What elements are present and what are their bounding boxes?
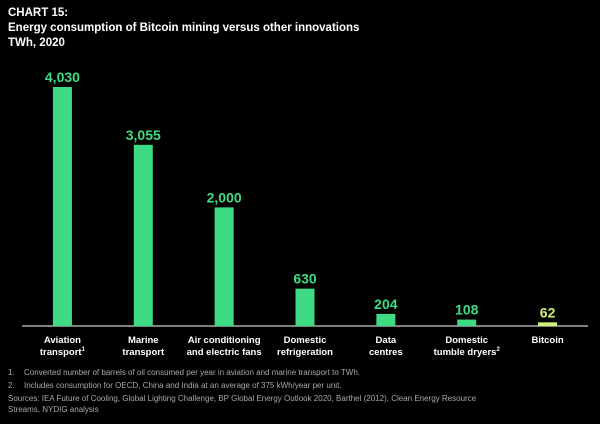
value-label-3: 630 (293, 271, 317, 287)
value-label-5: 108 (455, 302, 479, 318)
category-label-3: Domestic refrigeration (277, 335, 333, 358)
category-label-2: Air conditioning and electric fans (187, 335, 262, 358)
value-label-4: 204 (374, 296, 398, 312)
category-label-4: Data centres (369, 335, 403, 358)
footnote-2: 2. Includes consumption for OECD, China a… (8, 380, 342, 391)
bar-5 (457, 320, 476, 326)
category-label-5: Domestic tumble dryers2 (434, 335, 501, 358)
sources-line-1: Sources: IEA Future of Cooling, Global L… (8, 393, 476, 404)
value-label-0: 4,030 (45, 69, 80, 85)
value-label-1: 3,055 (126, 127, 161, 143)
bar-0 (53, 87, 72, 326)
footnote-1: 1. Converted number of barrels of oil con… (8, 367, 360, 378)
value-label-6: 62 (540, 304, 556, 320)
bar-3 (296, 289, 315, 326)
category-label-6: Bitcoin (531, 335, 563, 346)
bar-4 (376, 314, 395, 326)
bar-1 (134, 145, 153, 326)
bar-6 (538, 322, 557, 326)
category-label-0: Aviation transport1 (40, 335, 86, 358)
sources-line-2: Streams, NYDIG analysis (8, 404, 99, 415)
category-label-1: Marine transport (122, 335, 165, 358)
bar-2 (215, 207, 234, 326)
value-label-2: 2,000 (207, 189, 242, 205)
